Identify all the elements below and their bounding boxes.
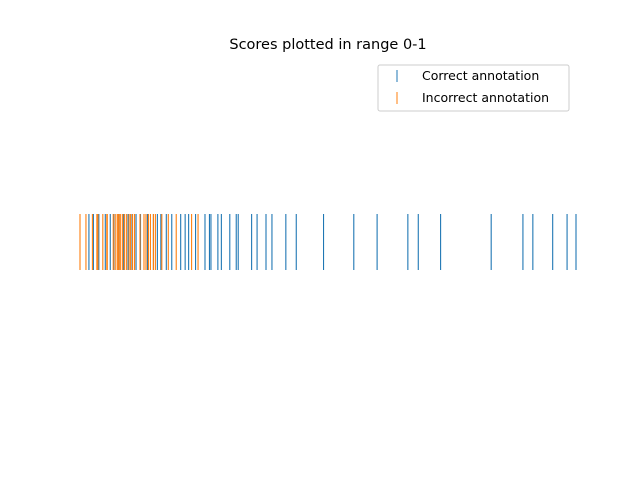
legend-frame: [377, 64, 570, 112]
chart-title: Scores plotted in range 0-1: [229, 37, 426, 53]
plot-area: [79, 214, 577, 270]
legend: Correct annotation Incorrect annotation: [377, 64, 570, 112]
legend-label-incorrect: Incorrect annotation: [422, 90, 549, 105]
legend-label-correct: Correct annotation: [422, 68, 539, 83]
